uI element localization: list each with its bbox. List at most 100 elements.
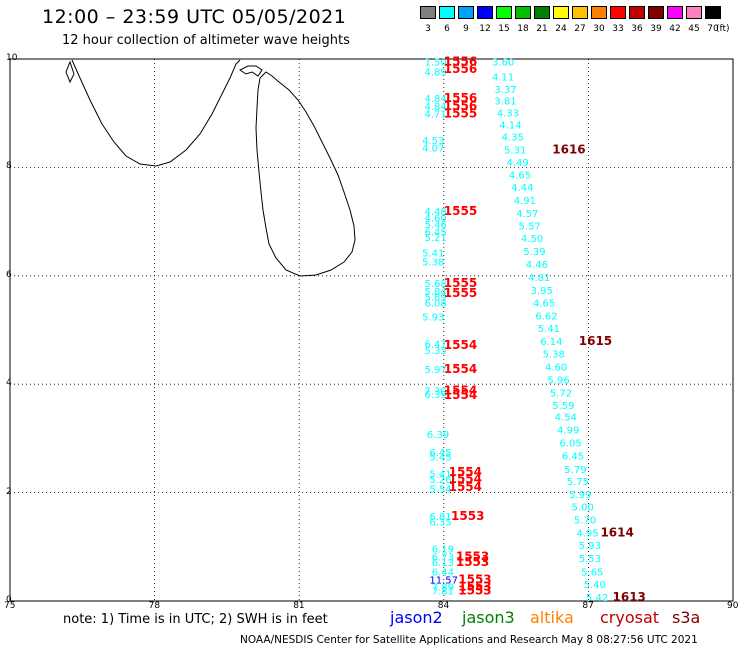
wave-height-label: 6.19 — [432, 544, 454, 555]
wave-height-label: 4.33 — [497, 109, 519, 120]
color-swatch-label: 3 — [425, 24, 431, 34]
pass-time-label: 1555 — [444, 204, 477, 218]
pass-time-label: 1554 — [444, 384, 477, 398]
pass-time-label: 1616 — [552, 143, 585, 157]
wave-height-label: 5.72 — [550, 388, 572, 399]
credit-line: NOAA/NESDIS Center for Satellite Applica… — [240, 634, 698, 646]
wave-height-label: 5.59 — [552, 401, 574, 412]
wave-height-label: 4.44 — [511, 183, 533, 194]
wave-height-label: 5.38 — [543, 349, 565, 360]
wave-height-label: 5.26 — [429, 475, 451, 486]
wave-height-label: 5.38 — [422, 258, 444, 269]
pass-time-label: 1556 — [444, 91, 477, 105]
wave-height-label: 5.39 — [523, 247, 545, 258]
wave-height-label: 5.31 — [504, 146, 526, 157]
wave-height-label: 4.99 — [557, 426, 579, 437]
color-swatch-label: 27 — [574, 24, 586, 34]
wave-height-label: 5.70 — [574, 516, 596, 527]
pass-time-label: 1553 — [458, 584, 491, 598]
pass-time-label: 1554 — [449, 465, 482, 479]
x-tick-label: 78 — [148, 601, 161, 611]
color-swatch-42 — [667, 6, 683, 19]
wave-height-label: 1.50 — [425, 58, 447, 69]
y-tick-label: 4 — [6, 378, 12, 389]
pass-time-label: 1555 — [444, 286, 477, 300]
wave-height-label: 4.71 — [425, 110, 447, 121]
wave-height-label: 6.62 — [535, 311, 557, 322]
wave-height-label: 6.39 — [425, 390, 447, 401]
color-swatch-label: 39 — [650, 24, 662, 34]
wave-height-label: 6.45 — [562, 452, 584, 463]
wave-height-label: 4.57 — [516, 209, 538, 220]
page-subtitle: 12 hour collection of altimeter wave hei… — [62, 33, 350, 48]
wave-height-label: 4.14 — [499, 121, 521, 132]
wave-height-label: 5.93 — [579, 541, 601, 552]
wave-height-label: 4.48 — [425, 207, 447, 218]
y-tick-label: 2 — [6, 486, 12, 497]
wave-height-label: 4.95 — [576, 529, 598, 540]
color-swatch-label: 9 — [463, 24, 469, 34]
wave-height-label: 4.07 — [422, 143, 444, 154]
pass-time-label: 1553 — [458, 579, 491, 593]
wave-height-label: 5.93 — [422, 312, 444, 323]
wave-height-label: 5.45 — [429, 452, 451, 463]
color-swatch-45 — [686, 6, 702, 19]
color-swatch-label: 6 — [444, 24, 450, 34]
pass-time-label: 1554 — [444, 338, 477, 352]
wave-height-label: 4.65 — [509, 170, 531, 181]
color-swatch-3 — [420, 6, 436, 19]
pass-time-label: 1554 — [444, 388, 477, 402]
wave-height-label: 4.60 — [425, 213, 447, 224]
color-swatch-label: 21 — [536, 24, 548, 34]
wave-height-label: 4.54 — [555, 413, 577, 424]
gridlines — [10, 59, 733, 601]
wave-height-label: 5.79 — [564, 465, 586, 476]
wave-height-label: 4.50 — [521, 234, 543, 245]
wave-height-label: 4.89 — [425, 67, 447, 78]
wave-height-label: 6.73 — [432, 553, 454, 564]
color-swatch-label: 33 — [612, 24, 624, 34]
y-tick-label: 6 — [6, 269, 12, 280]
wave-height-label: 3.81 — [494, 97, 516, 108]
wave-height-label: 3.37 — [494, 85, 516, 96]
india-coastline — [71, 59, 241, 167]
pass-time-label: 1556 — [444, 55, 477, 69]
wave-height-label: 5.65 — [581, 568, 603, 579]
wave-height-label: 4.46 — [526, 260, 548, 271]
wave-height-label: 6.13 — [432, 558, 454, 569]
wave-height-label: 5.96 — [547, 375, 569, 386]
wave-height-label: 4.60 — [545, 362, 567, 373]
color-swatch-label: 45 — [688, 24, 700, 34]
color-swatch-label: 24 — [555, 24, 567, 34]
wave-height-label: 6.81 — [429, 512, 451, 523]
sri-lanka-landmass — [255, 71, 356, 277]
color-swatch-30 — [591, 6, 607, 19]
pass-time-label: 1553 — [451, 509, 484, 523]
color-swatch-label: 30 — [593, 24, 605, 34]
pass-time-label: 1553 — [456, 555, 489, 569]
y-tick-label: 8 — [6, 161, 12, 172]
x-tick-label: 75 — [4, 601, 16, 611]
wave-height-label: 5.42 — [586, 593, 608, 604]
wave-height-label: 5.57 — [519, 221, 541, 232]
wave-height-label: 3.95 — [531, 286, 553, 297]
note-text: note: 1) Time is in UTC; 2) SWH is in fe… — [63, 612, 328, 627]
wave-height-label: 5.35 — [425, 346, 447, 357]
y-tick-label: 10 — [6, 53, 18, 63]
wave-height-label: 6.35 — [429, 517, 451, 528]
wave-height-label: 5.21 — [425, 233, 447, 244]
color-swatch-24 — [553, 6, 569, 19]
pass-time-label: 1554 — [444, 362, 477, 376]
pass-time-label: 1556 — [444, 99, 477, 113]
wave-height-label: 3.60 — [492, 58, 514, 69]
color-swatch-label: 12 — [479, 24, 491, 34]
jaffna-peninsula — [239, 65, 263, 77]
wave-height-label: 6.44 — [432, 568, 454, 579]
wave-height-label: 4.65 — [533, 298, 555, 309]
color-swatch-label: 70 — [707, 24, 719, 34]
color-swatch-21 — [534, 6, 550, 19]
x-tick-label: 90 — [727, 601, 739, 611]
color-swatch-9 — [458, 6, 474, 19]
wave-height-label: 5.41 — [538, 324, 560, 335]
